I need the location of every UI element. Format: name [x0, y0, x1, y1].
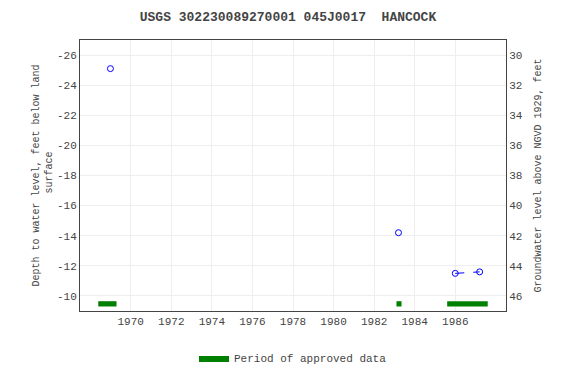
svg-text:-18: -18 [57, 170, 77, 182]
svg-text:Groundwater level above NGVD 1: Groundwater level above NGVD 1929, feet [533, 58, 544, 292]
svg-text:32: 32 [509, 80, 522, 92]
svg-text:44: 44 [509, 261, 523, 273]
svg-text:-16: -16 [57, 200, 77, 212]
svg-text:-26: -26 [57, 50, 77, 62]
svg-text:1972: 1972 [158, 316, 184, 328]
svg-text:1974: 1974 [199, 316, 226, 328]
svg-text:1978: 1978 [280, 316, 306, 328]
svg-text:36: 36 [509, 140, 522, 152]
svg-text:Depth to water level, feet bel: Depth to water level, feet below land su… [31, 64, 55, 286]
svg-text:-12: -12 [57, 261, 77, 273]
svg-text:38: 38 [509, 170, 522, 182]
svg-text:-10: -10 [57, 291, 77, 303]
svg-text:Period of approved data: Period of approved data [234, 353, 386, 365]
svg-text:-14: -14 [57, 231, 77, 243]
svg-text:34: 34 [509, 110, 523, 122]
svg-text:1980: 1980 [320, 316, 346, 328]
svg-text:46: 46 [509, 291, 522, 303]
svg-text:30: 30 [509, 50, 522, 62]
svg-text:USGS 302230089270001 045J0017: USGS 302230089270001 045J0017 HANCOCK [140, 10, 437, 25]
svg-text:40: 40 [509, 200, 522, 212]
svg-text:-20: -20 [57, 140, 77, 152]
svg-text:1986: 1986 [442, 316, 468, 328]
svg-text:42: 42 [509, 231, 522, 243]
svg-text:-22: -22 [57, 110, 77, 122]
svg-text:1970: 1970 [118, 316, 144, 328]
svg-text:1982: 1982 [361, 316, 387, 328]
svg-text:1976: 1976 [239, 316, 265, 328]
svg-text:-24: -24 [57, 80, 77, 92]
svg-text:1984: 1984 [402, 316, 429, 328]
